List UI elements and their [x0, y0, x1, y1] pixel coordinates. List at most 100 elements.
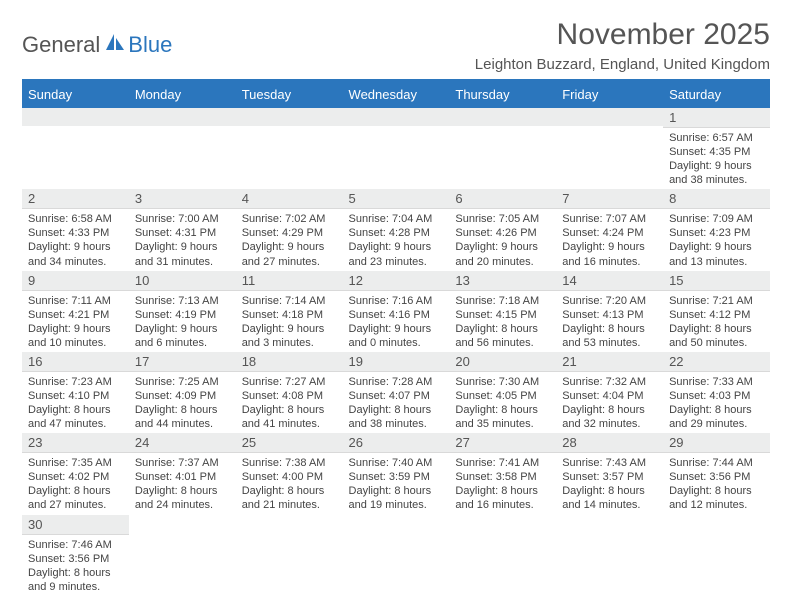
calendar-cell: 23Sunrise: 7:35 AMSunset: 4:02 PMDayligh…	[22, 433, 129, 514]
calendar-cell: 4Sunrise: 7:02 AMSunset: 4:29 PMDaylight…	[236, 189, 343, 270]
calendar-cell: 25Sunrise: 7:38 AMSunset: 4:00 PMDayligh…	[236, 433, 343, 514]
day-content: Sunrise: 7:13 AMSunset: 4:19 PMDaylight:…	[129, 291, 236, 352]
day-number: 6	[449, 189, 556, 209]
empty-day-header	[22, 108, 129, 126]
calendar-table: SundayMondayTuesdayWednesdayThursdayFrid…	[22, 81, 770, 596]
logo-text-general: General	[22, 32, 100, 58]
calendar-cell: 27Sunrise: 7:41 AMSunset: 3:58 PMDayligh…	[449, 433, 556, 514]
calendar-cell: 19Sunrise: 7:28 AMSunset: 4:07 PMDayligh…	[343, 352, 450, 433]
calendar-row: 1Sunrise: 6:57 AMSunset: 4:35 PMDaylight…	[22, 108, 770, 189]
day-number: 23	[22, 433, 129, 453]
day-number: 11	[236, 271, 343, 291]
calendar-cell: 29Sunrise: 7:44 AMSunset: 3:56 PMDayligh…	[663, 433, 770, 514]
day-number: 14	[556, 271, 663, 291]
day-number: 25	[236, 433, 343, 453]
calendar-cell	[236, 515, 343, 596]
calendar-row: 2Sunrise: 6:58 AMSunset: 4:33 PMDaylight…	[22, 189, 770, 270]
calendar-cell	[343, 515, 450, 596]
day-content: Sunrise: 7:04 AMSunset: 4:28 PMDaylight:…	[343, 209, 450, 270]
day-number: 2	[22, 189, 129, 209]
day-content: Sunrise: 7:11 AMSunset: 4:21 PMDaylight:…	[22, 291, 129, 352]
day-content: Sunrise: 7:37 AMSunset: 4:01 PMDaylight:…	[129, 453, 236, 514]
weekday-header: Thursday	[449, 81, 556, 108]
calendar-cell	[663, 515, 770, 596]
day-content: Sunrise: 6:58 AMSunset: 4:33 PMDaylight:…	[22, 209, 129, 270]
day-number: 8	[663, 189, 770, 209]
calendar-cell	[556, 515, 663, 596]
calendar-cell: 15Sunrise: 7:21 AMSunset: 4:12 PMDayligh…	[663, 271, 770, 352]
day-number: 4	[236, 189, 343, 209]
day-number: 9	[22, 271, 129, 291]
calendar-cell: 28Sunrise: 7:43 AMSunset: 3:57 PMDayligh…	[556, 433, 663, 514]
calendar-cell: 3Sunrise: 7:00 AMSunset: 4:31 PMDaylight…	[129, 189, 236, 270]
page-title: November 2025	[475, 18, 770, 52]
empty-day-header	[449, 108, 556, 126]
calendar-cell	[129, 108, 236, 189]
day-content: Sunrise: 7:33 AMSunset: 4:03 PMDaylight:…	[663, 372, 770, 433]
day-content: Sunrise: 7:00 AMSunset: 4:31 PMDaylight:…	[129, 209, 236, 270]
calendar-cell: 1Sunrise: 6:57 AMSunset: 4:35 PMDaylight…	[663, 108, 770, 189]
calendar-cell	[236, 108, 343, 189]
day-content: Sunrise: 7:38 AMSunset: 4:00 PMDaylight:…	[236, 453, 343, 514]
day-content: Sunrise: 7:09 AMSunset: 4:23 PMDaylight:…	[663, 209, 770, 270]
calendar-cell: 16Sunrise: 7:23 AMSunset: 4:10 PMDayligh…	[22, 352, 129, 433]
day-number: 24	[129, 433, 236, 453]
calendar-row: 30Sunrise: 7:46 AMSunset: 3:56 PMDayligh…	[22, 515, 770, 596]
day-number: 20	[449, 352, 556, 372]
day-content: Sunrise: 7:18 AMSunset: 4:15 PMDaylight:…	[449, 291, 556, 352]
calendar-cell	[22, 108, 129, 189]
calendar-cell: 22Sunrise: 7:33 AMSunset: 4:03 PMDayligh…	[663, 352, 770, 433]
calendar-cell: 5Sunrise: 7:04 AMSunset: 4:28 PMDaylight…	[343, 189, 450, 270]
weekday-header: Monday	[129, 81, 236, 108]
day-number: 22	[663, 352, 770, 372]
calendar-row: 9Sunrise: 7:11 AMSunset: 4:21 PMDaylight…	[22, 271, 770, 352]
header: General Blue November 2025 Leighton Buzz…	[22, 18, 770, 73]
calendar-cell: 10Sunrise: 7:13 AMSunset: 4:19 PMDayligh…	[129, 271, 236, 352]
calendar-cell: 14Sunrise: 7:20 AMSunset: 4:13 PMDayligh…	[556, 271, 663, 352]
calendar-cell	[343, 108, 450, 189]
calendar-cell: 8Sunrise: 7:09 AMSunset: 4:23 PMDaylight…	[663, 189, 770, 270]
calendar-body: 1Sunrise: 6:57 AMSunset: 4:35 PMDaylight…	[22, 108, 770, 596]
weekday-header: Friday	[556, 81, 663, 108]
empty-day-header	[343, 108, 450, 126]
day-content: Sunrise: 7:02 AMSunset: 4:29 PMDaylight:…	[236, 209, 343, 270]
calendar-row: 16Sunrise: 7:23 AMSunset: 4:10 PMDayligh…	[22, 352, 770, 433]
day-content: Sunrise: 7:30 AMSunset: 4:05 PMDaylight:…	[449, 372, 556, 433]
weekday-header: Saturday	[663, 81, 770, 108]
day-number: 7	[556, 189, 663, 209]
day-number: 18	[236, 352, 343, 372]
calendar-cell: 7Sunrise: 7:07 AMSunset: 4:24 PMDaylight…	[556, 189, 663, 270]
day-content: Sunrise: 7:46 AMSunset: 3:56 PMDaylight:…	[22, 535, 129, 596]
day-number: 29	[663, 433, 770, 453]
calendar-cell: 11Sunrise: 7:14 AMSunset: 4:18 PMDayligh…	[236, 271, 343, 352]
day-number: 10	[129, 271, 236, 291]
day-number: 1	[663, 108, 770, 128]
calendar-cell	[556, 108, 663, 189]
day-number: 21	[556, 352, 663, 372]
calendar-page: General Blue November 2025 Leighton Buzz…	[0, 0, 792, 612]
day-content: Sunrise: 7:41 AMSunset: 3:58 PMDaylight:…	[449, 453, 556, 514]
calendar-cell: 2Sunrise: 6:58 AMSunset: 4:33 PMDaylight…	[22, 189, 129, 270]
day-number: 16	[22, 352, 129, 372]
day-content: Sunrise: 7:20 AMSunset: 4:13 PMDaylight:…	[556, 291, 663, 352]
day-content: Sunrise: 7:16 AMSunset: 4:16 PMDaylight:…	[343, 291, 450, 352]
logo: General Blue	[22, 32, 172, 58]
weekday-header: Tuesday	[236, 81, 343, 108]
day-content: Sunrise: 7:05 AMSunset: 4:26 PMDaylight:…	[449, 209, 556, 270]
day-content: Sunrise: 7:32 AMSunset: 4:04 PMDaylight:…	[556, 372, 663, 433]
day-number: 30	[22, 515, 129, 535]
calendar-head: SundayMondayTuesdayWednesdayThursdayFrid…	[22, 81, 770, 108]
logo-text-blue: Blue	[128, 32, 172, 58]
calendar-cell: 30Sunrise: 7:46 AMSunset: 3:56 PMDayligh…	[22, 515, 129, 596]
day-content: Sunrise: 7:40 AMSunset: 3:59 PMDaylight:…	[343, 453, 450, 514]
calendar-cell: 18Sunrise: 7:27 AMSunset: 4:08 PMDayligh…	[236, 352, 343, 433]
day-content: Sunrise: 7:27 AMSunset: 4:08 PMDaylight:…	[236, 372, 343, 433]
day-number: 28	[556, 433, 663, 453]
day-number: 15	[663, 271, 770, 291]
calendar-cell	[129, 515, 236, 596]
weekday-header: Wednesday	[343, 81, 450, 108]
day-content: Sunrise: 7:21 AMSunset: 4:12 PMDaylight:…	[663, 291, 770, 352]
day-content: Sunrise: 7:25 AMSunset: 4:09 PMDaylight:…	[129, 372, 236, 433]
day-content: Sunrise: 7:43 AMSunset: 3:57 PMDaylight:…	[556, 453, 663, 514]
day-number: 26	[343, 433, 450, 453]
